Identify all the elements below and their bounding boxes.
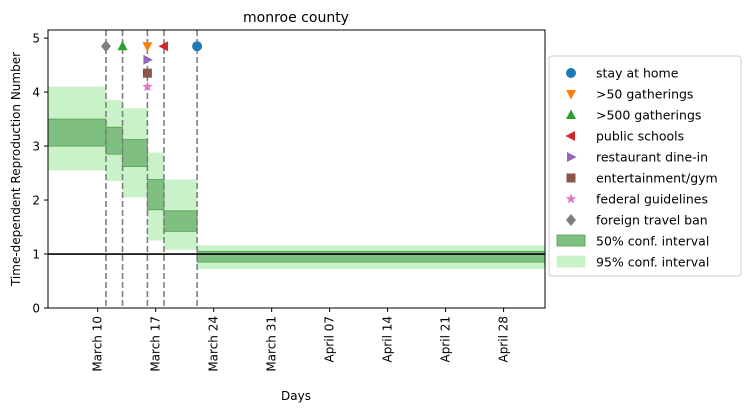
y-axis-label: Time-dependent Reproduction Number	[9, 52, 23, 287]
x-tick-label: March 10	[91, 316, 105, 372]
legend-label: >500 gatherings	[596, 108, 701, 123]
legend-marker	[566, 90, 576, 100]
y-tick-label: 4	[32, 86, 40, 100]
x-tick-label: March 31	[265, 316, 279, 372]
legend-ci50-swatch	[556, 234, 586, 247]
legend: stay at home >50 gatherings >500 gathering…	[548, 55, 742, 277]
ci50-band	[48, 118, 107, 147]
x-tick-label: April 14	[381, 316, 395, 363]
legend-label: >50 gatherings	[596, 87, 693, 102]
legend-label: public schools	[596, 129, 684, 144]
legend-marker	[565, 131, 575, 141]
legend-label: stay at home	[596, 66, 679, 81]
intervention-marker	[142, 42, 153, 52]
legend-label: entertainment/gym	[596, 171, 718, 186]
ci50-band	[146, 179, 165, 211]
intervention-marker	[117, 40, 128, 51]
intervention-marker	[192, 41, 203, 52]
plot-frame	[47, 29, 546, 309]
legend-label: foreign travel ban	[596, 213, 708, 228]
y-tick-label: 3	[32, 140, 40, 154]
legend-marker	[565, 193, 577, 204]
chart-title: monroe county	[243, 10, 349, 26]
ci50-band	[105, 126, 123, 155]
x-tick-label: April 28	[497, 316, 511, 363]
intervention-marker	[142, 68, 152, 78]
legend-label: 50% conf. interval	[596, 234, 709, 249]
legend-ci95-swatch	[556, 255, 586, 268]
legend-marker	[566, 214, 576, 226]
ci50-band	[196, 250, 545, 263]
x-tick-label: March 24	[207, 316, 221, 372]
y-tick-label: 1	[32, 248, 40, 262]
legend-marker	[567, 152, 577, 162]
intervention-marker	[143, 54, 153, 65]
y-tick-label: 5	[32, 32, 40, 46]
ci50-band	[122, 139, 148, 167]
y-tick-label: 2	[32, 194, 40, 208]
legend-label: restaurant dine-in	[596, 150, 708, 165]
intervention-marker	[158, 41, 168, 52]
legend-frame	[548, 55, 742, 277]
x-tick-label: April 21	[439, 316, 453, 363]
y-tick-label: 0	[32, 302, 40, 316]
legend-label: 95% conf. interval	[596, 255, 709, 270]
legend-marker	[566, 109, 576, 119]
intervention-marker	[142, 81, 153, 92]
legend-marker	[566, 173, 576, 183]
legend-label: federal guidelines	[596, 192, 708, 207]
x-tick-label: March 17	[149, 316, 163, 372]
intervention-marker	[100, 40, 111, 53]
x-axis-label: Days	[281, 389, 311, 403]
legend-marker	[566, 68, 576, 78]
x-tick-label: April 07	[323, 316, 337, 363]
ci50-band	[163, 210, 198, 232]
